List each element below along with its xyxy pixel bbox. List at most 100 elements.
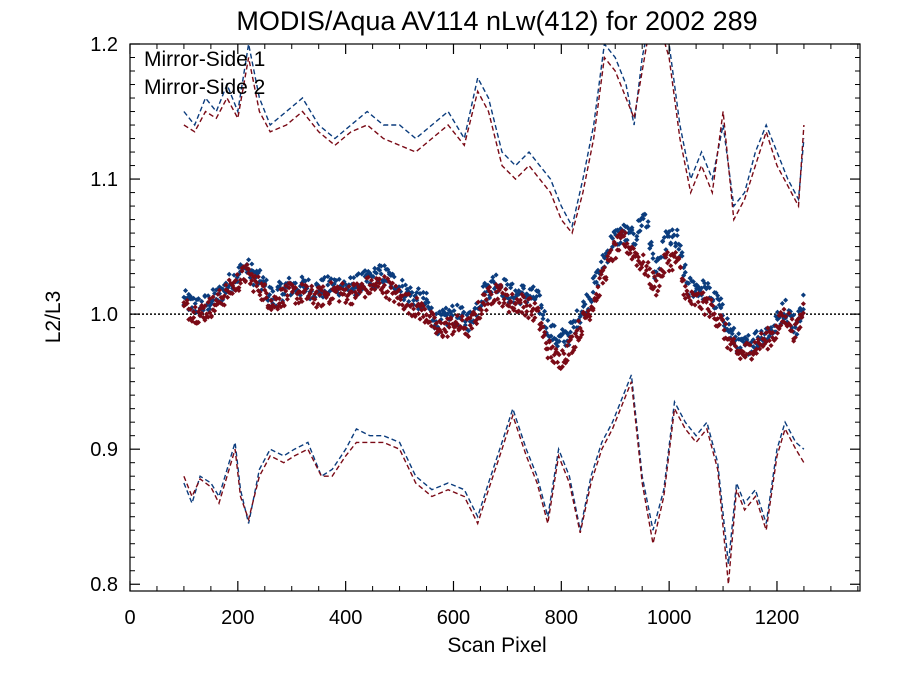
scatter-point	[351, 275, 357, 281]
scatter-point	[283, 288, 289, 294]
scatter-point	[740, 349, 747, 355]
dashed-envelope-line-4	[183, 374, 805, 565]
scatter-point	[564, 343, 570, 349]
legend: Mirror-Side 1 Mirror-Side 2	[144, 48, 265, 99]
scatter-point	[653, 292, 659, 298]
scatter-point	[579, 332, 585, 338]
scatter-point	[286, 285, 292, 291]
scatter-point	[567, 329, 574, 335]
scatter-point	[239, 268, 245, 274]
scatter-point	[349, 289, 355, 295]
scatter-point	[511, 305, 517, 311]
scatter-point	[645, 273, 651, 279]
scatter-point	[381, 274, 388, 280]
scatter-point	[695, 299, 701, 305]
series-mirror-side-2	[181, 228, 806, 372]
scatter-point	[719, 317, 726, 323]
scatter-point	[325, 291, 331, 297]
scatter-point	[273, 296, 279, 302]
scatter-point	[674, 227, 680, 233]
dashed-envelope-line-3	[183, 44, 805, 235]
scatter-point	[278, 281, 284, 287]
scatter-point	[356, 271, 362, 277]
scatter-point	[669, 267, 675, 273]
scatter-point	[336, 298, 342, 304]
scatter-point	[445, 334, 451, 340]
scatter-point	[500, 303, 506, 309]
scatter-point	[237, 280, 244, 286]
scatter-point	[461, 309, 467, 315]
scatter-point	[454, 313, 460, 319]
scatter-point	[362, 294, 368, 300]
scatter-point	[459, 304, 465, 310]
scatter-point	[427, 319, 433, 325]
scatter-point	[283, 283, 289, 289]
scatter-point	[313, 289, 320, 295]
scatter-point	[613, 241, 619, 247]
scatter-point	[692, 302, 698, 308]
scatter-point	[477, 315, 483, 321]
scatter-point	[414, 295, 420, 301]
scatter-point	[386, 296, 392, 303]
scatter-point	[381, 263, 388, 269]
scatter-point	[643, 263, 650, 269]
scatter-point	[191, 315, 197, 321]
scatter-point	[598, 271, 604, 277]
scatter-point	[660, 239, 666, 245]
scatter-point	[459, 313, 465, 319]
scatter-point	[202, 303, 208, 309]
scatter-point	[753, 350, 760, 356]
scatter-point	[551, 323, 557, 329]
scatter-point	[640, 252, 646, 258]
scatter-point	[770, 330, 776, 336]
scatter-point	[373, 270, 379, 276]
scatter-point	[487, 284, 493, 290]
scatter-point	[707, 309, 713, 315]
scatter-point	[797, 324, 803, 330]
scatter-point	[255, 274, 261, 280]
x-tick-label: 0	[124, 607, 135, 629]
scatter-point	[433, 311, 439, 317]
scatter-point	[702, 312, 708, 318]
scatter-point	[483, 297, 489, 303]
scatter-point	[433, 320, 439, 326]
scatter-point	[187, 306, 193, 312]
scatter-point	[744, 336, 750, 342]
scatter-point	[294, 296, 300, 302]
x-tick-label: 800	[545, 607, 578, 629]
x-tick-label: 600	[437, 607, 470, 629]
scatter-point	[339, 280, 345, 287]
scatter-point	[592, 273, 598, 279]
scatter-point	[385, 289, 391, 295]
scatter-point	[225, 294, 231, 300]
scatter-point	[535, 305, 541, 311]
y-axis-label: L2/L3	[42, 291, 65, 344]
scatter-point	[309, 287, 315, 293]
scatter-point	[524, 308, 530, 315]
scatter-point	[472, 311, 478, 317]
scatter-point	[317, 292, 323, 298]
scatter-point	[666, 257, 672, 263]
scatter-point	[451, 308, 457, 314]
scatter-point	[299, 298, 305, 305]
scatter-point	[773, 335, 779, 341]
scatter-point	[341, 291, 347, 297]
scatter-point	[682, 262, 688, 268]
scatter-point	[682, 283, 688, 289]
scatter-point	[451, 328, 457, 335]
scatter-point	[783, 314, 789, 320]
scatter-point	[493, 289, 499, 295]
scatter-point	[656, 283, 662, 289]
scatter-point	[686, 294, 692, 300]
scatter-point	[199, 310, 205, 316]
scatter-point	[184, 300, 190, 306]
scatter-point	[344, 297, 350, 303]
scatter-point	[241, 264, 247, 270]
scatter-point	[423, 290, 430, 296]
scatter-point	[315, 301, 321, 307]
scatter-point	[758, 330, 764, 336]
scatter-point	[546, 338, 552, 344]
scatter-point	[590, 305, 596, 311]
scatter-point	[553, 346, 559, 352]
scatter-point	[707, 285, 713, 291]
